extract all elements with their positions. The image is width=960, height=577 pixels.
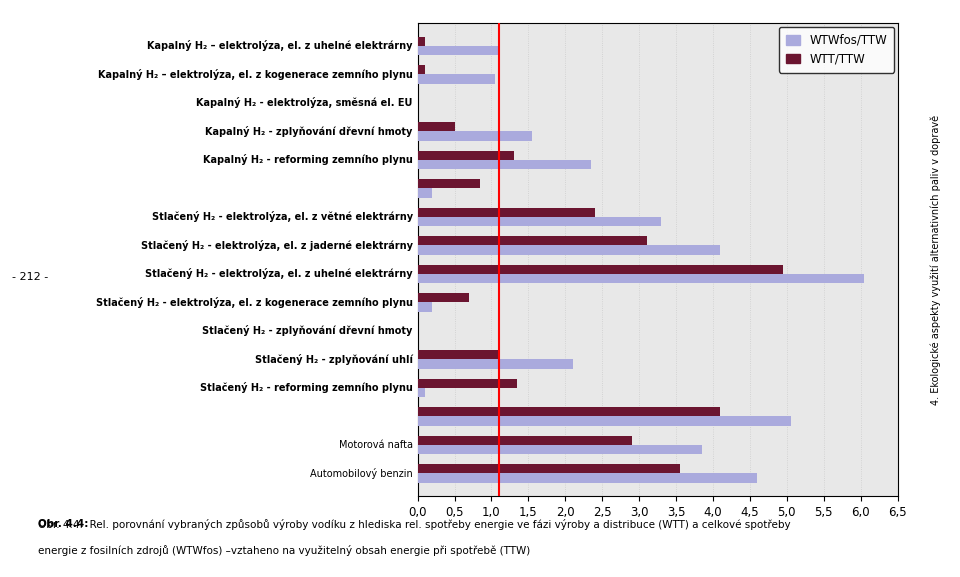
Text: Automobilový benzin: Automobilový benzin xyxy=(310,468,413,479)
Text: Stlačený H₂ - reforming zemního plynu: Stlačený H₂ - reforming zemního plynu xyxy=(200,383,413,394)
Text: Stlačený H₂ - zplyňování uhlí: Stlačený H₂ - zplyňování uhlí xyxy=(254,354,413,365)
Text: Kapalný H₂ – elektrolýza, el. z kogenerace zemního plynu: Kapalný H₂ – elektrolýza, el. z kogenera… xyxy=(98,69,413,80)
Text: Kapalný H₂ - elektrolýza, směsná el. EU: Kapalný H₂ - elektrolýza, směsná el. EU xyxy=(197,98,413,108)
Bar xyxy=(418,245,720,254)
Bar xyxy=(418,436,632,445)
Bar xyxy=(418,464,680,473)
Bar xyxy=(418,37,425,46)
Text: Stlačený H₂ - elektrolýza, el. z kogenerace zemního plynu: Stlačený H₂ - elektrolýza, el. z kogener… xyxy=(96,297,413,308)
Text: - 212 -: - 212 - xyxy=(12,272,48,282)
Bar xyxy=(418,417,790,425)
Text: Stlačený H₂ - zplyňování dřevní hmoty: Stlačený H₂ - zplyňování dřevní hmoty xyxy=(203,325,413,336)
Text: Kapalný H₂ - zplyňování dřevní hmoty: Kapalný H₂ - zplyňování dřevní hmoty xyxy=(205,126,413,137)
Text: Stlačený H₂ - elektrolýza, el. z uhelné elektrárny: Stlačený H₂ - elektrolýza, el. z uhelné … xyxy=(145,268,413,279)
Bar xyxy=(418,74,495,84)
Bar xyxy=(418,379,517,388)
Bar xyxy=(418,132,532,141)
Bar xyxy=(418,122,454,132)
Bar xyxy=(418,302,432,312)
Bar xyxy=(418,160,591,169)
Bar xyxy=(418,46,499,55)
Bar xyxy=(418,445,702,454)
Text: energie z fosilních zdrojů (WTWfos) –vztaheno na využitelný obsah energie při sp: energie z fosilních zdrojů (WTWfos) –vzt… xyxy=(38,545,531,556)
Bar xyxy=(418,217,661,226)
Text: Stlačený H₂ - elektrolýza, el. z jaderné elektrárny: Stlačený H₂ - elektrolýza, el. z jaderné… xyxy=(141,240,413,251)
Bar xyxy=(418,65,425,74)
Bar xyxy=(418,265,783,274)
Bar xyxy=(418,189,432,197)
Bar xyxy=(418,473,757,482)
Text: Motorová nafta: Motorová nafta xyxy=(339,440,413,450)
Legend: WTWfos/TTW, WTT/TTW: WTWfos/TTW, WTT/TTW xyxy=(779,27,894,73)
Bar xyxy=(418,293,469,302)
Bar xyxy=(418,350,499,359)
Text: Obr. 4.4:: Obr. 4.4: xyxy=(38,519,92,529)
Bar xyxy=(418,236,646,245)
Bar xyxy=(418,208,595,217)
Bar xyxy=(418,274,864,283)
Bar xyxy=(418,388,425,397)
Bar xyxy=(418,179,480,189)
Text: Kapalný H₂ - reforming zemního plynu: Kapalný H₂ - reforming zemního plynu xyxy=(203,155,413,166)
Bar xyxy=(418,359,573,369)
Text: Obr. 4.4:  Rel. porovnání vybraných způsobů výroby vodíku z hlediska rel. spotře: Obr. 4.4: Rel. porovnání vybraných způso… xyxy=(38,519,791,530)
Bar xyxy=(418,151,514,160)
Text: Kapalný H₂ – elektrolýza, el. z uhelné elektrárny: Kapalný H₂ – elektrolýza, el. z uhelné e… xyxy=(147,40,413,51)
Bar xyxy=(418,407,720,417)
Text: Stlačený H₂ - elektrolýza, el. z větné elektrárny: Stlačený H₂ - elektrolýza, el. z větné e… xyxy=(152,211,413,222)
Text: 4. Ekologické aspekty využití alternativních paliv v dopravě: 4. Ekologické aspekty využití alternativ… xyxy=(931,115,941,404)
